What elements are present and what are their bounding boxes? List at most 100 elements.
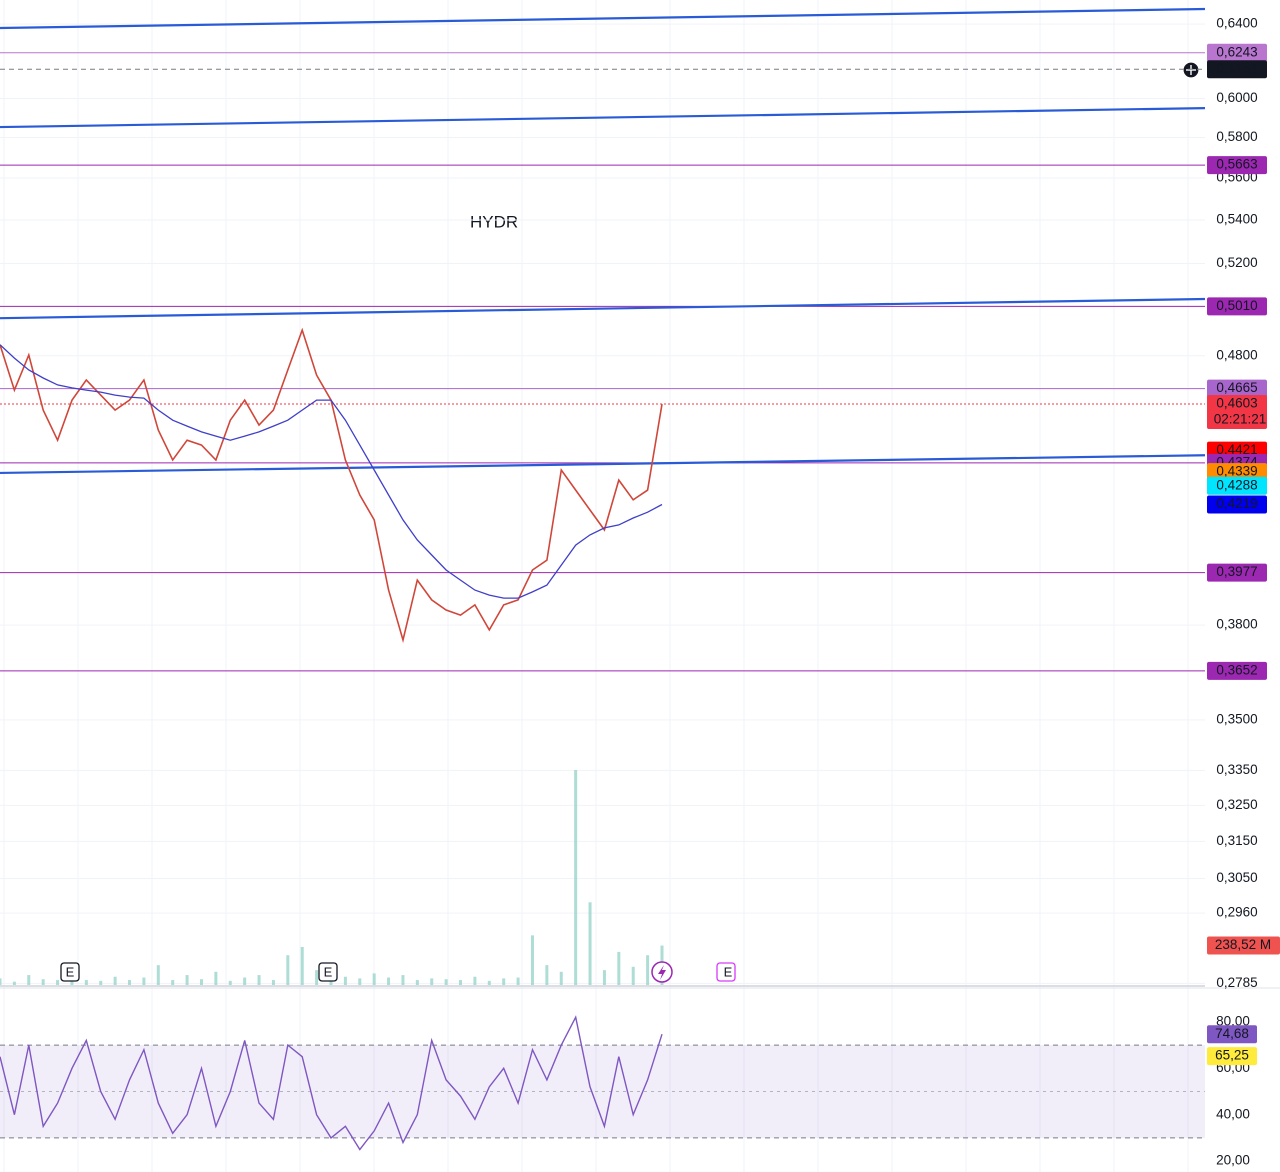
volume-bar — [214, 971, 218, 985]
price-tag — [1207, 297, 1267, 316]
trendline — [0, 107, 1206, 129]
volume-bar — [171, 980, 175, 985]
volume-bar — [27, 975, 31, 985]
volume-bar — [0, 978, 2, 985]
volume-bar — [646, 955, 650, 985]
volume-bar — [271, 980, 275, 985]
price-tag — [1207, 43, 1267, 62]
y-tick-label: 0,3050 — [1216, 870, 1257, 885]
event-marker — [716, 962, 736, 982]
y-tick-label: 0,5200 — [1216, 255, 1257, 270]
volume-bar — [185, 975, 189, 985]
volume-bar — [315, 970, 319, 985]
price-tag-label: 0,6243 — [1216, 44, 1257, 59]
price-tag — [1207, 395, 1267, 430]
rsi-tick-label: 40,00 — [1216, 1106, 1250, 1121]
price-tag — [1207, 661, 1267, 680]
volume-bar — [545, 965, 549, 985]
price-tag — [1207, 463, 1267, 482]
volume-bar — [142, 977, 146, 985]
rsi-tag-label: 65,25 — [1215, 1048, 1249, 1063]
volume-bar — [300, 946, 304, 985]
y-tick-label: 0,4800 — [1216, 347, 1257, 362]
volume-bar — [387, 977, 391, 985]
volume-bar — [588, 902, 592, 985]
price-tag — [1207, 563, 1267, 582]
volume-bar — [113, 976, 117, 985]
y-tick-label: 0,3150 — [1216, 833, 1257, 848]
price-tag-label: 0,4665 — [1216, 380, 1257, 395]
event-marker — [318, 962, 338, 982]
event-marker — [60, 962, 80, 982]
volume-bar — [99, 980, 103, 985]
volume-bar — [459, 980, 463, 985]
volume-tag — [1207, 936, 1280, 955]
volume-bar — [444, 979, 448, 985]
price-tag-label: 0,4288 — [1216, 477, 1257, 492]
volume-bar — [358, 978, 362, 985]
volume-bar — [602, 970, 606, 985]
rsi-tag — [1207, 1025, 1257, 1044]
volume-bar — [243, 977, 247, 985]
y-tick-label: 0,3350 — [1216, 762, 1257, 777]
vertical-grid — [3, 0, 1189, 1172]
volume-bar — [559, 971, 563, 985]
price-tag-label: 0,4219 — [1216, 496, 1257, 511]
trendline — [0, 454, 1206, 475]
volume-bar — [372, 973, 376, 985]
volume-bar — [516, 977, 520, 985]
crosshair-button[interactable] — [1182, 61, 1200, 79]
price-tag-label: 0,6154 — [1216, 61, 1258, 76]
volume-bar — [617, 951, 621, 985]
volume-bar — [343, 976, 347, 985]
volume-bar — [631, 966, 635, 985]
volume-bar — [156, 965, 160, 985]
volume-bar — [228, 980, 232, 985]
volume-bar — [286, 955, 290, 985]
rsi-line — [0, 1015, 663, 1151]
price-tag-label: 0,5010 — [1216, 298, 1257, 313]
volume-tag-label: 238,52 M — [1215, 937, 1271, 952]
volume-bar — [257, 975, 261, 985]
volume-bar — [401, 975, 405, 985]
volume-bar — [12, 981, 16, 985]
price-tag-label: 0,3652 — [1216, 662, 1257, 677]
y-tick-label: 0,2960 — [1216, 905, 1257, 920]
y-tick-label: 0,3250 — [1216, 797, 1257, 812]
y-tick-label: 0,5800 — [1216, 129, 1257, 144]
volume-bar — [199, 979, 203, 985]
y-tick-label: 0,5400 — [1216, 212, 1257, 227]
rsi-tag-label: 74,68 — [1215, 1026, 1249, 1041]
trendline — [0, 7, 1206, 30]
event-label: E — [324, 964, 333, 979]
event-label: E — [66, 964, 75, 979]
volume-bar — [487, 980, 491, 985]
trendline — [0, 297, 1206, 320]
price-line — [0, 344, 663, 599]
y-tick-label: 0,3800 — [1216, 617, 1257, 632]
volume-bar — [502, 978, 506, 985]
price-tag-label: 0,4603 — [1216, 396, 1257, 411]
price-tag — [1207, 476, 1267, 495]
volume-bar — [415, 980, 419, 985]
price-tag-label: 0,4339 — [1216, 464, 1257, 479]
volume-bar — [530, 935, 534, 985]
chart-title: HYDR — [470, 212, 518, 231]
price-tag-label: 0,3977 — [1216, 564, 1257, 579]
y-tick-label: 0,6400 — [1216, 16, 1257, 31]
rsi-tag — [1207, 1047, 1257, 1066]
price-tag — [1207, 156, 1267, 175]
price-tag — [1207, 60, 1267, 79]
volume-bar — [574, 770, 578, 985]
price-tag — [1207, 495, 1267, 514]
price-tag — [1207, 379, 1267, 398]
volume-bar — [41, 979, 45, 985]
rsi-tick-label: 20,00 — [1216, 1153, 1250, 1168]
volume-bar — [128, 980, 132, 985]
event-label: E — [724, 964, 733, 979]
price-tag-label: 0,4421 — [1216, 442, 1257, 457]
volume-bar — [473, 976, 477, 985]
